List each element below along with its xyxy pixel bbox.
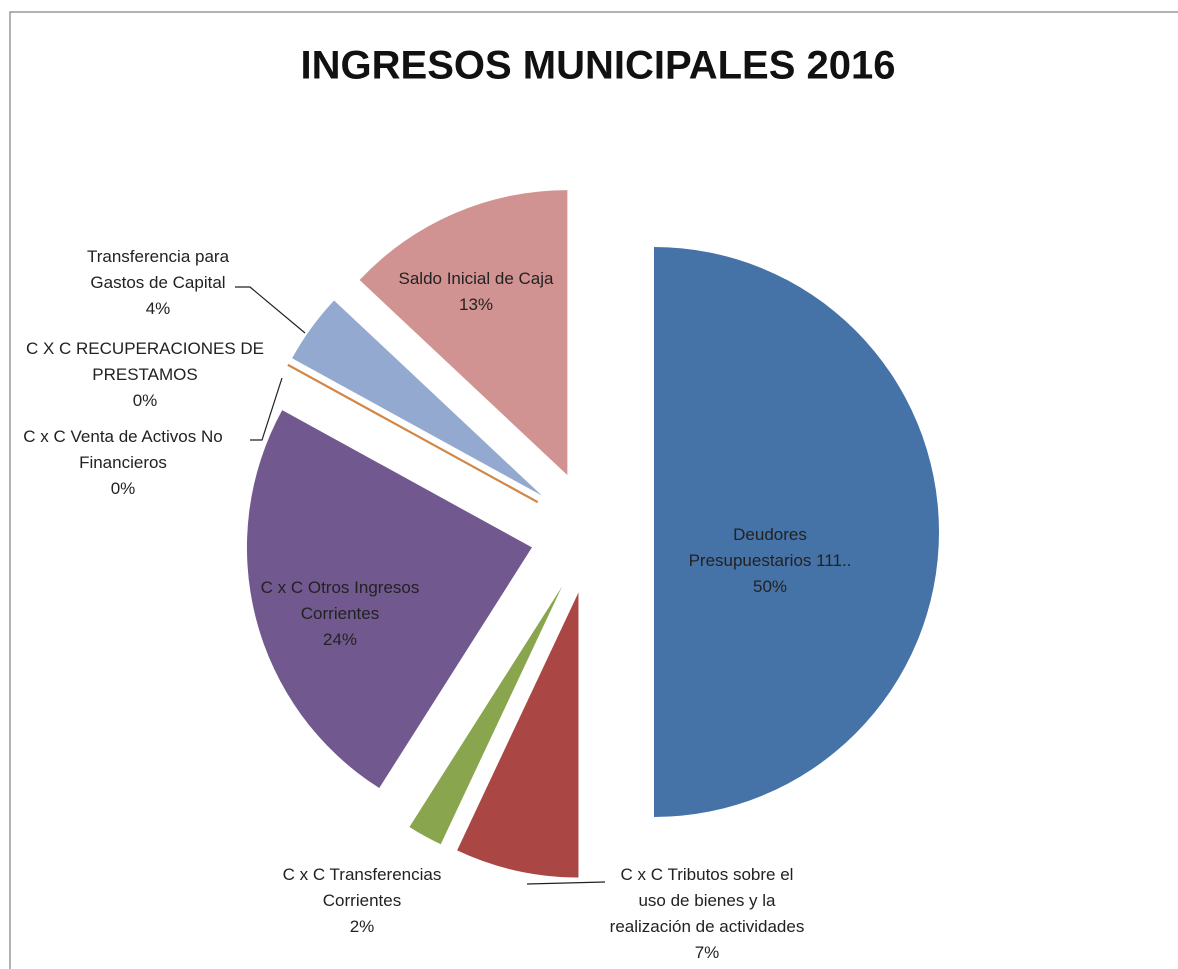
slice-percent: 0% [110, 479, 136, 498]
slice-percent: 2% [349, 917, 375, 936]
pie-slice [457, 592, 579, 878]
leader-line [250, 377, 283, 441]
slice-label: C X C RECUPERACIONES DE PRESTAMOS 0% [25, 336, 265, 414]
slice-percent: 4% [145, 299, 171, 318]
slice-label: Saldo Inicial de Caja 13% [376, 266, 576, 318]
slice-name: C x C Tributos sobre el uso de bienes y … [609, 865, 805, 936]
slice-name: Saldo Inicial de Caja [398, 269, 554, 288]
slice-name: C x C Transferencias Corrientes [282, 865, 442, 910]
pie-slice [654, 247, 939, 817]
slice-name: Transferencia para Gastos de Capital [86, 247, 230, 292]
slice-percent: 0% [132, 391, 158, 410]
slice-label: C x C Transferencias Corrientes 2% [267, 862, 457, 940]
slice-name: C x C Venta de Activos No Financieros [23, 427, 223, 472]
slice-label: C x C Tributos sobre el uso de bienes y … [605, 862, 810, 966]
slice-label: C x C Otros Ingresos Corrientes 24% [240, 575, 440, 653]
frame [9, 11, 1178, 969]
slice-name: C x C Otros Ingresos Corrientes [260, 578, 420, 623]
slice-percent: 24% [322, 630, 358, 649]
slice-percent: 50% [752, 577, 788, 596]
slice-label: C x C Venta de Activos No Financieros 0% [3, 424, 243, 502]
leader-line [235, 286, 306, 334]
slice-name: Deudores Presupuestarios 111.. [688, 525, 852, 570]
leader-line [526, 881, 606, 885]
slice-name: C X C RECUPERACIONES DE PRESTAMOS [25, 339, 265, 384]
pie-slice [287, 363, 539, 504]
pie-slice [359, 190, 568, 476]
pie-slice [246, 410, 532, 789]
chart-title: INGRESOS MUNICIPALES 2016 [301, 44, 896, 88]
slice-label: Deudores Presupuestarios 111.. 50% [680, 522, 860, 600]
slice-label: Transferencia para Gastos de Capital 4% [68, 244, 248, 322]
slice-percent: 7% [694, 943, 720, 962]
slice-percent: 13% [458, 295, 494, 314]
pie-slice [409, 586, 563, 845]
pie-slice [292, 300, 542, 496]
